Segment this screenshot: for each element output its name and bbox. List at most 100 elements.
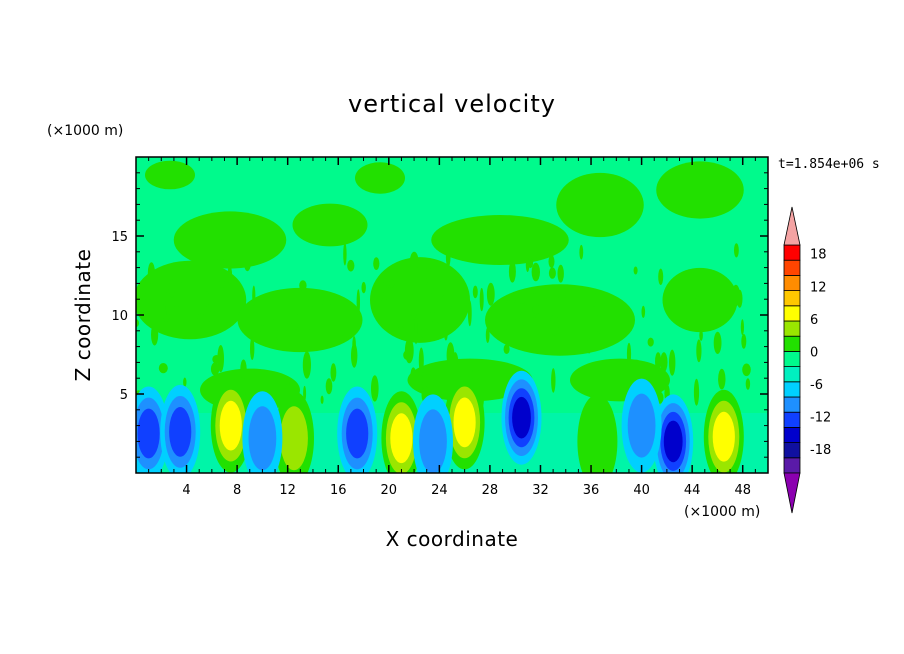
field-streak-129 xyxy=(486,282,495,306)
x-axis: 4 8 12 16 20 24 28 32 36 40 44 48 xyxy=(148,157,756,498)
cell-contour xyxy=(390,413,413,464)
field-streak-49 xyxy=(548,267,556,279)
field-streak-102 xyxy=(592,289,596,307)
field-streak-104 xyxy=(403,350,411,360)
field-streak-35 xyxy=(418,347,424,375)
cell-contour xyxy=(137,408,160,459)
x-tick-label: 28 xyxy=(482,483,499,498)
cell-contour xyxy=(346,408,369,459)
chart-title: vertical velocity xyxy=(348,90,556,118)
cell-4 xyxy=(703,389,744,473)
field-streak-68 xyxy=(308,326,313,349)
colorbar-tick-label: -6 xyxy=(810,378,823,393)
field-streak-90 xyxy=(168,279,175,298)
field-streak-93 xyxy=(205,291,209,308)
field-streak-75 xyxy=(695,295,700,309)
cell-1 xyxy=(274,391,314,473)
field-streak-88 xyxy=(508,260,516,283)
field-streak-82 xyxy=(525,257,530,272)
x-tick-label: 48 xyxy=(734,483,751,498)
cell-12 xyxy=(653,394,694,473)
field-streak-23 xyxy=(504,302,509,331)
y-tick-label: 5 xyxy=(120,388,128,403)
field-streak-24 xyxy=(421,372,428,390)
field-streak-89 xyxy=(142,279,147,295)
field-streak-10 xyxy=(356,289,360,316)
field-streak-27 xyxy=(551,368,556,393)
field-streak-110 xyxy=(373,257,380,270)
cell-contour xyxy=(577,394,618,473)
field-streak-41 xyxy=(550,314,559,336)
x-tick-label: 4 xyxy=(182,483,190,498)
field-streak-80 xyxy=(503,344,510,354)
field-streak-37 xyxy=(183,377,187,387)
field-streak-131 xyxy=(158,363,168,374)
field-streak-96 xyxy=(426,281,434,295)
plot-area xyxy=(136,157,768,473)
cell-contour xyxy=(248,406,277,471)
field-streak-69 xyxy=(741,334,747,349)
field-streak-0 xyxy=(444,327,448,341)
field-streak-79 xyxy=(286,322,293,335)
field-streak-119 xyxy=(151,323,159,346)
field-patch-7 xyxy=(370,257,470,343)
field-streak-121 xyxy=(579,244,584,260)
x-tick-label: 12 xyxy=(279,483,296,498)
field-streak-21 xyxy=(268,297,276,321)
field-streak-64 xyxy=(641,305,646,318)
field-streak-130 xyxy=(660,352,668,372)
field-streak-126 xyxy=(734,243,739,258)
field-streak-65 xyxy=(217,345,224,373)
cell-0 xyxy=(210,378,251,473)
field-patch-4 xyxy=(656,161,744,219)
colorbar-tick-label: -12 xyxy=(810,411,831,426)
cell-11 xyxy=(501,370,542,465)
field-streak-13 xyxy=(219,278,225,289)
cell-contour xyxy=(663,420,683,463)
cell-2 xyxy=(381,391,422,473)
field-streak-125 xyxy=(378,274,384,301)
field-streak-76 xyxy=(165,289,171,317)
field-streak-92 xyxy=(185,264,190,279)
colorbar-band xyxy=(783,442,801,459)
field-streak-70 xyxy=(485,327,490,343)
colorbar: 18 12 6 0 -6 -12 -18 xyxy=(783,206,831,514)
field-streak-25 xyxy=(210,362,220,376)
field-streak-97 xyxy=(521,302,528,328)
field-streak-51 xyxy=(740,319,745,336)
cell-5 xyxy=(577,394,618,473)
field-streak-12 xyxy=(513,299,521,321)
field-streak-117 xyxy=(276,329,283,340)
field-streak-26 xyxy=(147,262,155,285)
colorbar-band xyxy=(783,366,801,383)
x-axis-title: X coordinate xyxy=(386,527,519,551)
field-streak-71 xyxy=(655,352,662,371)
field-streak-6 xyxy=(207,310,217,323)
colorbar-band xyxy=(783,244,801,261)
field-streak-59 xyxy=(389,279,395,288)
colorbar-band xyxy=(783,305,801,322)
field-streak-3 xyxy=(548,255,555,268)
field-streak-77 xyxy=(647,337,654,347)
field-streak-99 xyxy=(626,342,632,366)
field-streak-63 xyxy=(693,378,700,406)
field-streak-106 xyxy=(322,297,331,319)
field-patch-14 xyxy=(355,162,405,194)
cell-8 xyxy=(242,391,283,473)
field-streak-39 xyxy=(410,293,417,320)
field-streak-50 xyxy=(260,325,265,334)
field-streak-45 xyxy=(409,251,419,271)
field-patch-13 xyxy=(145,160,195,190)
field-streak-108 xyxy=(240,359,247,380)
field-patch-6 xyxy=(237,287,363,353)
field-streak-124 xyxy=(558,287,566,302)
field-streak-57 xyxy=(343,242,347,266)
colorbar-tick-label: -18 xyxy=(810,443,831,458)
field-streak-58 xyxy=(420,328,429,338)
colorbar-tick-label: 18 xyxy=(810,248,827,263)
colorbar-tick-label: 6 xyxy=(810,313,818,328)
field-streak-52 xyxy=(250,337,255,360)
cell-3 xyxy=(444,375,485,470)
field-streak-34 xyxy=(436,300,440,324)
field-patch-5 xyxy=(136,260,247,340)
